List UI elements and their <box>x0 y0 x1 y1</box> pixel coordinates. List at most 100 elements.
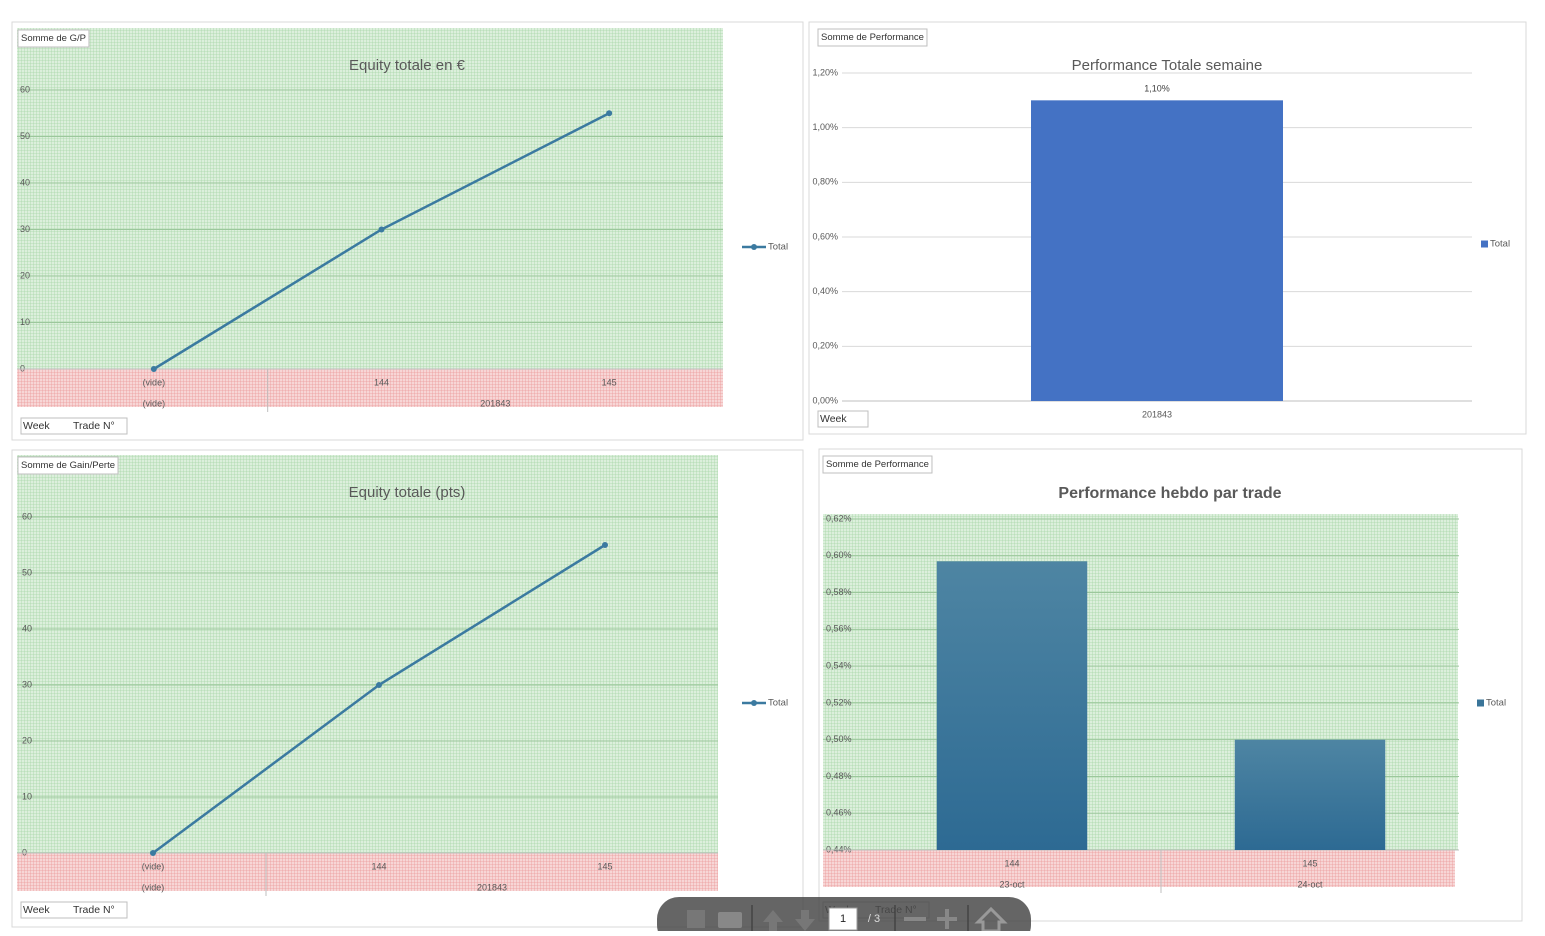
y-tick-label: 0,20% <box>812 341 838 351</box>
value-field-button-box <box>17 456 119 475</box>
plot-area <box>17 455 718 853</box>
x-group-label: (vide) <box>143 398 166 408</box>
axis-field-box <box>20 417 128 435</box>
page-count: / 3 <box>868 913 880 925</box>
page-number: 1 <box>840 913 846 925</box>
legend-swatch <box>1481 240 1488 248</box>
point <box>376 682 382 688</box>
axis-field-button: Trade N° <box>73 904 115 916</box>
y-tick-label: 0,62% <box>826 513 852 523</box>
y-tick-label: 60 <box>22 511 32 521</box>
home-button[interactable] <box>974 906 1008 933</box>
legend-label: Total <box>1486 698 1506 709</box>
x-tick-label: 201843 <box>1142 409 1172 419</box>
value-field-button: Somme de Performance <box>826 459 929 470</box>
y-tick-label: 20 <box>20 270 30 280</box>
print-button[interactable] <box>718 912 742 928</box>
y-tick-label: 1,00% <box>812 122 838 132</box>
x-group-label: 201843 <box>477 882 507 892</box>
x-group-label: 201843 <box>480 398 510 408</box>
y-tick-label: 30 <box>22 679 32 689</box>
legend-marker <box>751 244 757 250</box>
next-page-button[interactable] <box>795 910 815 931</box>
axis-field-button: Trade N° <box>73 420 115 432</box>
chart-title: Equity totale en € <box>349 57 466 74</box>
y-tick-label: 40 <box>20 177 30 187</box>
chart-title: Performance hebdo par trade <box>1058 485 1281 502</box>
y-tick-label: 0,60% <box>826 550 852 560</box>
y-tick-label: 1,20% <box>812 67 838 77</box>
y-tick-label: 0,60% <box>812 231 838 241</box>
y-tick-label: 0,80% <box>812 177 838 187</box>
y-tick-label: 0,46% <box>826 808 852 818</box>
axis-field-button: Week <box>820 413 847 425</box>
zoom-in-button[interactable] <box>937 909 957 929</box>
value-field-button: Somme de Performance <box>821 32 924 43</box>
x-tick-label: 145 <box>602 377 617 387</box>
value-field-button-box <box>817 28 928 47</box>
x-tick-label: 144 <box>1004 858 1019 868</box>
y-tick-label: 0,48% <box>826 771 852 781</box>
y-tick-label: 0,40% <box>812 286 838 296</box>
y-tick-label: 0,58% <box>826 587 852 597</box>
y-tick-label: 0 <box>22 847 27 857</box>
save-button[interactable] <box>687 910 705 928</box>
y-tick-label: 40 <box>22 623 32 633</box>
y-tick-label: 0,54% <box>826 660 852 670</box>
point <box>602 542 608 548</box>
plot-area <box>17 28 723 369</box>
point <box>150 850 156 856</box>
y-tick-label: 20 <box>22 735 32 745</box>
point <box>606 110 613 117</box>
axis-field-button: Week <box>23 904 50 916</box>
y-tick-label: 10 <box>22 791 32 801</box>
axis-band <box>17 853 718 891</box>
y-tick-label: 0,44% <box>826 844 852 854</box>
axis-field-box <box>20 901 128 919</box>
x-tick-label: 144 <box>374 377 389 387</box>
y-tick-label: 50 <box>22 567 32 577</box>
page-input[interactable] <box>828 907 858 931</box>
legend-label: Total <box>1490 239 1510 250</box>
x-tick-label: 144 <box>371 861 386 871</box>
chart-title: Performance Totale semaine <box>1072 57 1263 74</box>
bar <box>1031 100 1283 401</box>
pdf-toolbar: 1 / 3 <box>657 897 1031 936</box>
bar <box>1234 739 1386 850</box>
legend-marker <box>751 700 757 706</box>
point <box>378 226 385 233</box>
x-group-label: 24-oct <box>1297 879 1323 889</box>
value-field-button: Somme de Gain/Perte <box>21 460 115 471</box>
legend-label: Total <box>768 698 788 709</box>
x-tick-label: (vide) <box>143 377 166 387</box>
y-tick-label: 60 <box>20 84 30 94</box>
x-tick-label: (vide) <box>142 861 165 871</box>
y-tick-label: 0,50% <box>826 734 852 744</box>
prev-page-button[interactable] <box>763 910 783 931</box>
axis-field-box <box>817 410 869 428</box>
x-group-label: 23-oct <box>999 879 1025 889</box>
y-tick-label: 0,00% <box>812 395 838 405</box>
axis-field-button: Week <box>23 420 50 432</box>
y-tick-label: 0,56% <box>826 624 852 634</box>
y-tick-label: 0 <box>20 363 25 373</box>
y-tick-label: 10 <box>20 317 30 327</box>
y-tick-label: 0,52% <box>826 697 852 707</box>
y-tick-label: 50 <box>20 131 30 141</box>
axis-band <box>823 850 1455 887</box>
legend-label: Total <box>768 242 788 253</box>
value-field-button: Somme de G/P <box>21 33 86 44</box>
point <box>150 366 157 372</box>
x-group-label: (vide) <box>142 882 165 892</box>
data-label: 1,10% <box>1144 84 1170 94</box>
y-tick-label: 30 <box>20 224 30 234</box>
bar <box>936 561 1088 850</box>
chart-title: Equity totale (pts) <box>349 484 466 501</box>
x-tick-label: 145 <box>1302 858 1317 868</box>
legend-swatch <box>1477 699 1484 707</box>
value-field-button-box <box>822 455 933 474</box>
zoom-out-button[interactable] <box>904 917 926 921</box>
x-tick-label: 145 <box>597 861 612 871</box>
value-field-button-box <box>17 29 90 48</box>
